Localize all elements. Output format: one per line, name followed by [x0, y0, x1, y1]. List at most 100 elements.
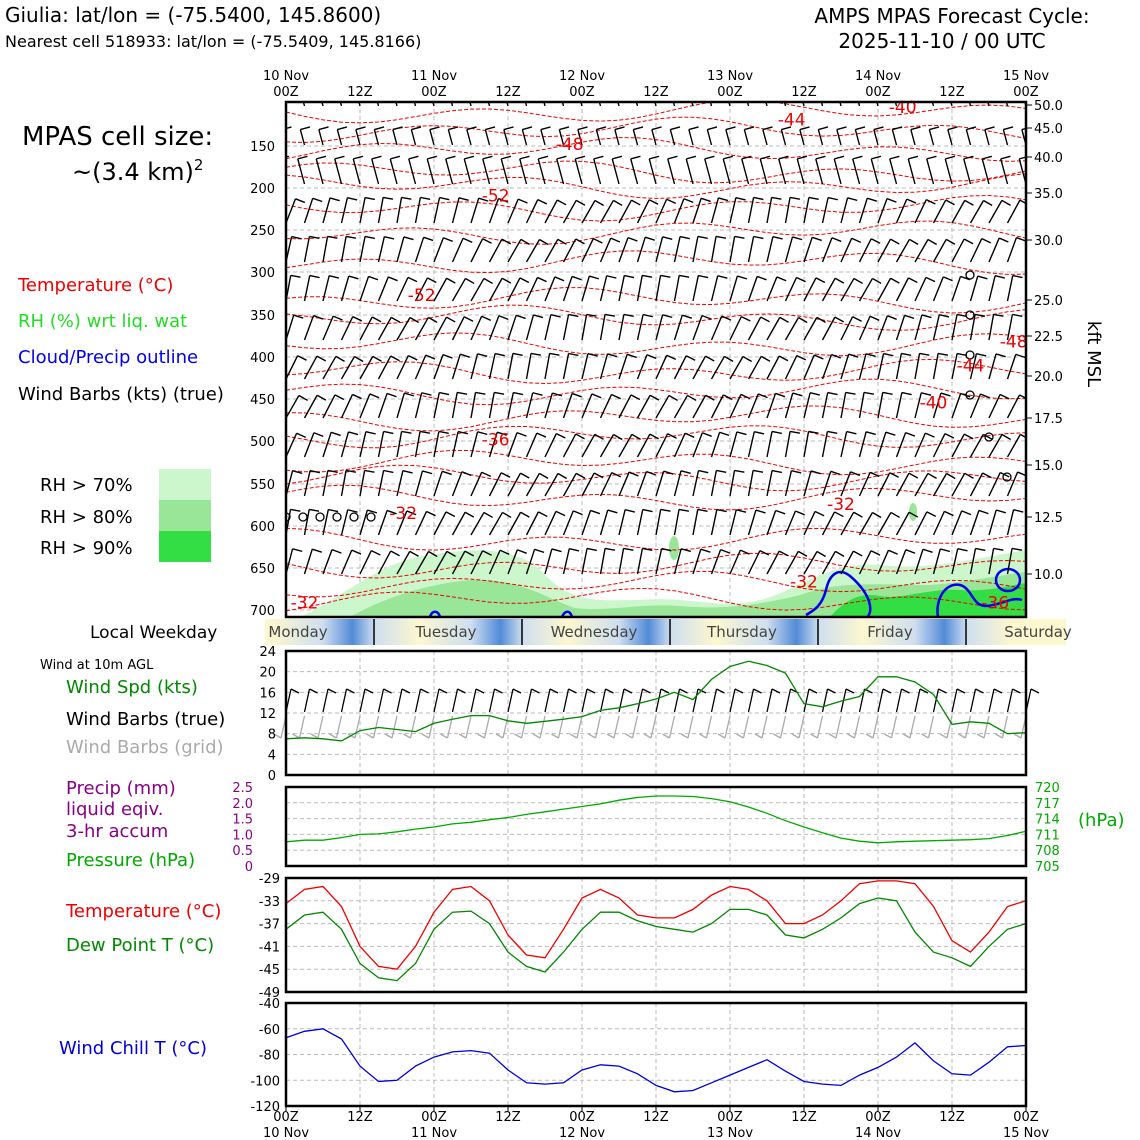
cell-size-value: ~(3.4 km)2 [72, 156, 203, 186]
grid-wind-barb [409, 715, 417, 739]
wind-barb [709, 102, 713, 107]
wind-barb-flag [827, 430, 838, 435]
wind-barb [803, 431, 810, 458]
wind-barb [469, 102, 472, 107]
wind-barb-flag [700, 548, 711, 553]
wind-barb [488, 353, 496, 380]
wind-barb [470, 353, 479, 380]
wind-barb-flag [368, 275, 379, 281]
wind-barb-flag [386, 509, 397, 515]
wind-barb [858, 278, 874, 302]
wind-barb [969, 393, 982, 419]
wind-barb [747, 276, 758, 302]
pressure-tick-label: 300 [250, 266, 275, 281]
wind-barb [969, 275, 979, 302]
wind-barb [655, 395, 670, 419]
wind-barb-flag [760, 355, 771, 362]
wind-barb [525, 199, 539, 224]
wind-barb [618, 434, 633, 458]
wind-panel-frame [284, 649, 1028, 777]
wind-barb-flag [383, 430, 394, 435]
grid-wind-barb-flag [625, 733, 633, 739]
wind-barb-flag [551, 548, 562, 553]
wind-barb-flag [337, 126, 348, 131]
wind-barb [710, 509, 718, 536]
wind-barb [433, 392, 440, 419]
wind-barb [451, 278, 467, 302]
surface-wind-barb [525, 688, 533, 713]
surface-wind-barb [673, 688, 681, 713]
wind-barb-flag [906, 198, 917, 204]
wind-barb-flag [827, 196, 838, 201]
wind-barb-flag [816, 316, 826, 323]
wind-barb [396, 317, 411, 341]
grid-wind-barb [502, 715, 509, 739]
temperature-contour [286, 552, 1026, 579]
wind-barb-flag [1011, 547, 1023, 551]
temperature-contour [286, 116, 1026, 144]
wind-barb-flag [670, 88, 680, 91]
surface-wind-barb-flag [309, 688, 318, 694]
wind-barb-flag [725, 126, 736, 131]
wind-barb [673, 509, 680, 536]
wind-barb [377, 276, 389, 302]
wind-barb-flag [775, 509, 786, 515]
wind-barb [729, 275, 739, 302]
wind-barb-flag [348, 431, 359, 436]
wind-barb-flag [845, 391, 856, 395]
wind-barb [340, 356, 356, 380]
wind-barb [784, 551, 799, 575]
wind-barb [414, 317, 429, 341]
wind-barb-flag [611, 471, 622, 478]
wind-barb-flag [633, 88, 643, 91]
wind-barb-flag [421, 392, 432, 396]
wind-barb-flag [520, 511, 530, 518]
grid-wind-barb-flag [717, 733, 726, 739]
surface-wind-barb-flag [827, 688, 836, 694]
temperature-panel: -29 -33 -37 -41 -45 -49 [259, 872, 1028, 1001]
wind-barb [889, 158, 898, 185]
wind-barb-flag [940, 548, 951, 553]
legend-dewpoint: Dew Point T (°C) [66, 935, 214, 956]
temperature-tick-label: -29 [259, 872, 280, 887]
wind-barb [340, 236, 347, 263]
pressure-unit: (hPa) [1078, 810, 1125, 831]
wind-barb-flag [715, 235, 727, 239]
wind-barb [914, 549, 924, 575]
grid-wind-barb [927, 715, 935, 739]
wind-barb [932, 199, 947, 224]
wind-barb-flag [607, 353, 618, 358]
wind-barb [562, 393, 573, 419]
grid-wind-barb-flag [865, 733, 874, 739]
wind-barb [525, 277, 539, 302]
legend-rh: RH (%) wrt liq. wat [18, 311, 187, 332]
wind-barb [932, 548, 941, 575]
wind-barb [969, 314, 976, 341]
grid-wind-barb [1001, 715, 1009, 739]
wind-barb-flag [983, 199, 993, 207]
surface-wind-barb [692, 688, 699, 713]
wind-barb-flag [483, 277, 493, 285]
top-hour-label: 00Z [1013, 85, 1039, 100]
wind-barb [969, 548, 977, 575]
wind-barb [852, 158, 861, 185]
pressure-tick-label: 200 [250, 182, 275, 197]
surface-wind-barb-flag [808, 688, 818, 694]
wind-barb-flag [678, 508, 689, 512]
kft-tick-label: 25.0 [1034, 294, 1063, 309]
pressure-tick-label: 650 [250, 562, 275, 577]
wind-barb-flag [908, 511, 919, 518]
wind-barb [673, 355, 687, 380]
wind-barb [463, 158, 472, 185]
wind-barb-flag [388, 276, 398, 282]
pressure-tick-label: 600 [250, 520, 275, 535]
wind-barb-flag [763, 88, 773, 91]
wind-barb-flag [345, 469, 357, 473]
wind-barb [581, 548, 588, 575]
wind-barb-flag [945, 155, 956, 160]
wind-barb-flag [1031, 275, 1041, 277]
wind-barb [669, 129, 676, 146]
wind-barb-flag [645, 236, 655, 241]
wind-barb [710, 197, 720, 224]
